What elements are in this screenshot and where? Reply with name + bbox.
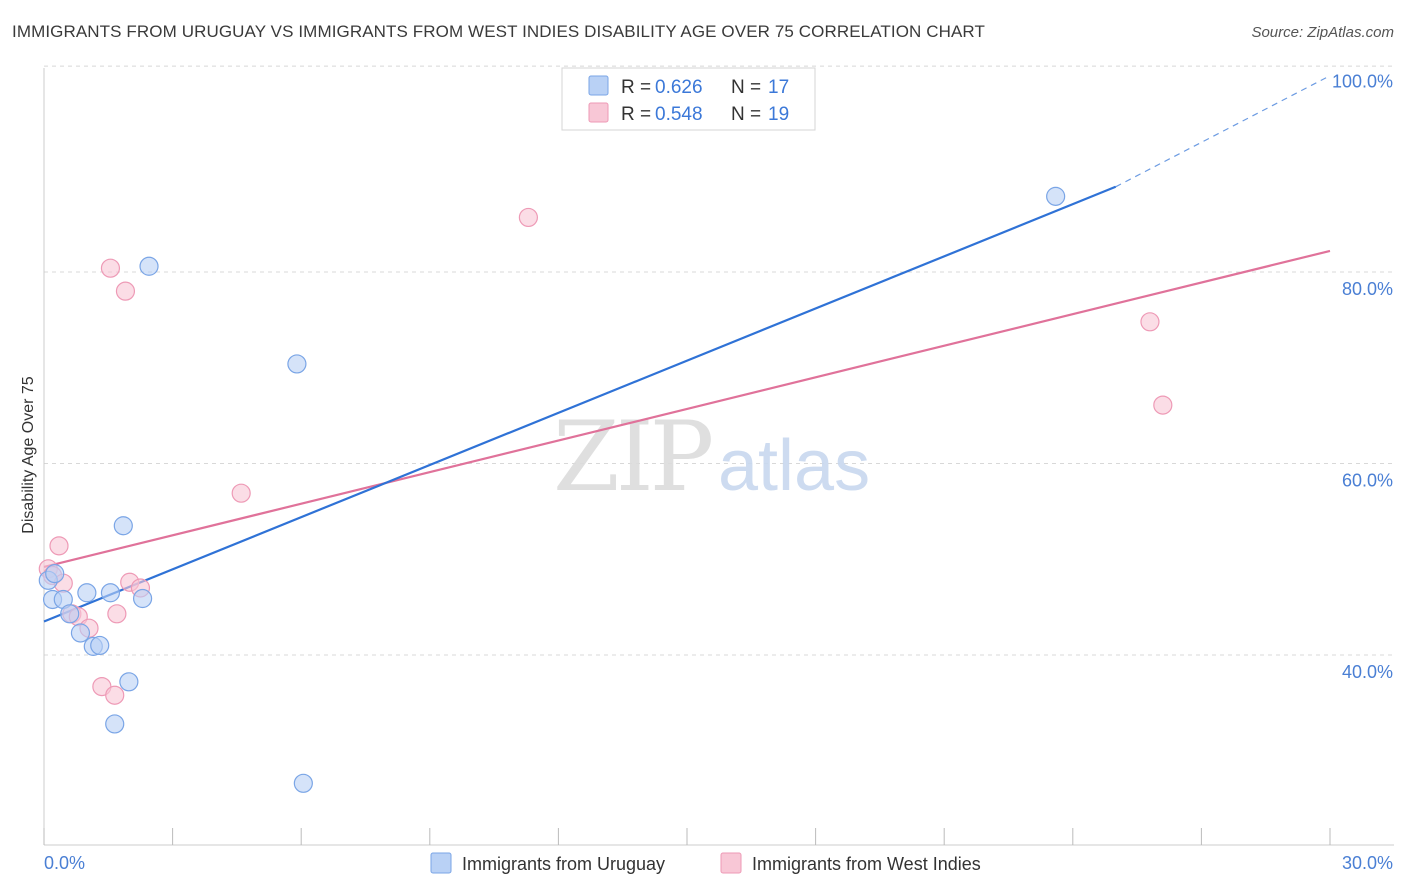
legend-r-value-westindies: 0.548 (655, 104, 703, 125)
legend-n-label-uruguay: N = (731, 77, 761, 98)
legend-label-uruguay: Immigrants from Uruguay (462, 854, 665, 874)
legend-n-value-uruguay: 17 (768, 77, 789, 98)
legend-swatch-westindies-bottom (720, 852, 742, 874)
source-label: Source: ZipAtlas.com (1251, 24, 1394, 41)
y-tick-label-1: 60.0% (1342, 471, 1393, 491)
watermark-zip: ZIP (553, 401, 712, 513)
point-uruguay-17 (1046, 186, 1066, 206)
watermark: ZIP atlas (553, 401, 870, 513)
y-axis-label: Disability Age Over 75 (20, 376, 37, 534)
point-uruguay-2 (45, 564, 65, 584)
point-uruguay-4 (60, 604, 80, 624)
trend-line-uruguay-extension (1115, 75, 1331, 188)
trend-lines (43, 75, 1331, 623)
legend-r-label-uruguay: R = (621, 77, 651, 98)
point-westindies-10 (100, 258, 121, 278)
point-westindies-11 (115, 281, 136, 301)
point-westindies-9 (107, 604, 127, 624)
point-westindies-16 (1140, 312, 1160, 332)
point-westindies-2 (49, 536, 69, 556)
grid-lines (44, 65, 1394, 656)
legend-r-label-westindies: R = (621, 104, 651, 125)
point-westindies-8 (105, 685, 125, 705)
legend-label-westindies: Immigrants from West Indies (752, 854, 981, 874)
point-westindies-14 (231, 483, 251, 503)
point-uruguay-9 (100, 583, 121, 603)
point-uruguay-14 (139, 256, 159, 276)
point-uruguay-11 (113, 516, 133, 536)
point-uruguay-5 (70, 623, 91, 643)
point-uruguay-10 (105, 714, 125, 734)
x-tick-label-1: 30.0% (1342, 853, 1393, 873)
point-westindies-15 (518, 207, 538, 228)
data-points (38, 186, 1173, 793)
x-axis-ticks (43, 828, 1331, 845)
series-legend: Immigrants from Uruguay Immigrants from … (430, 852, 981, 874)
point-uruguay-16 (293, 773, 313, 793)
y-tick-label-3: 100.0% (1332, 72, 1393, 92)
point-westindies-17 (1153, 395, 1173, 415)
trend-line-uruguay (43, 185, 1117, 623)
x-tick-labels: 0.0% 30.0% (44, 853, 1393, 873)
point-uruguay-13 (132, 588, 153, 609)
x-tick-label-0: 0.0% (44, 853, 85, 873)
point-uruguay-8 (90, 635, 110, 656)
trend-line-westindies (43, 249, 1331, 568)
legend-n-value-westindies: 19 (768, 104, 789, 125)
legend-n-label-westindies: N = (731, 104, 761, 125)
point-uruguay-6 (77, 583, 97, 603)
chart-title: IMMIGRANTS FROM URUGUAY VS IMMIGRANTS FR… (12, 22, 985, 41)
legend-r-value-uruguay: 0.626 (655, 77, 703, 98)
y-tick-label-0: 40.0% (1342, 662, 1393, 682)
watermark-atlas: atlas (718, 426, 870, 506)
y-tick-labels: 40.0% 60.0% 80.0% 100.0% (1332, 72, 1393, 683)
legend-swatch-westindies (588, 102, 609, 123)
correlation-legend: R = 0.626 N = 17 R = 0.548 N = 19 (561, 67, 816, 131)
point-uruguay-12 (119, 672, 139, 692)
point-uruguay-15 (287, 354, 307, 374)
legend-swatch-uruguay-bottom (430, 852, 452, 874)
y-tick-label-2: 80.0% (1342, 279, 1393, 299)
legend-swatch-uruguay (588, 75, 609, 96)
